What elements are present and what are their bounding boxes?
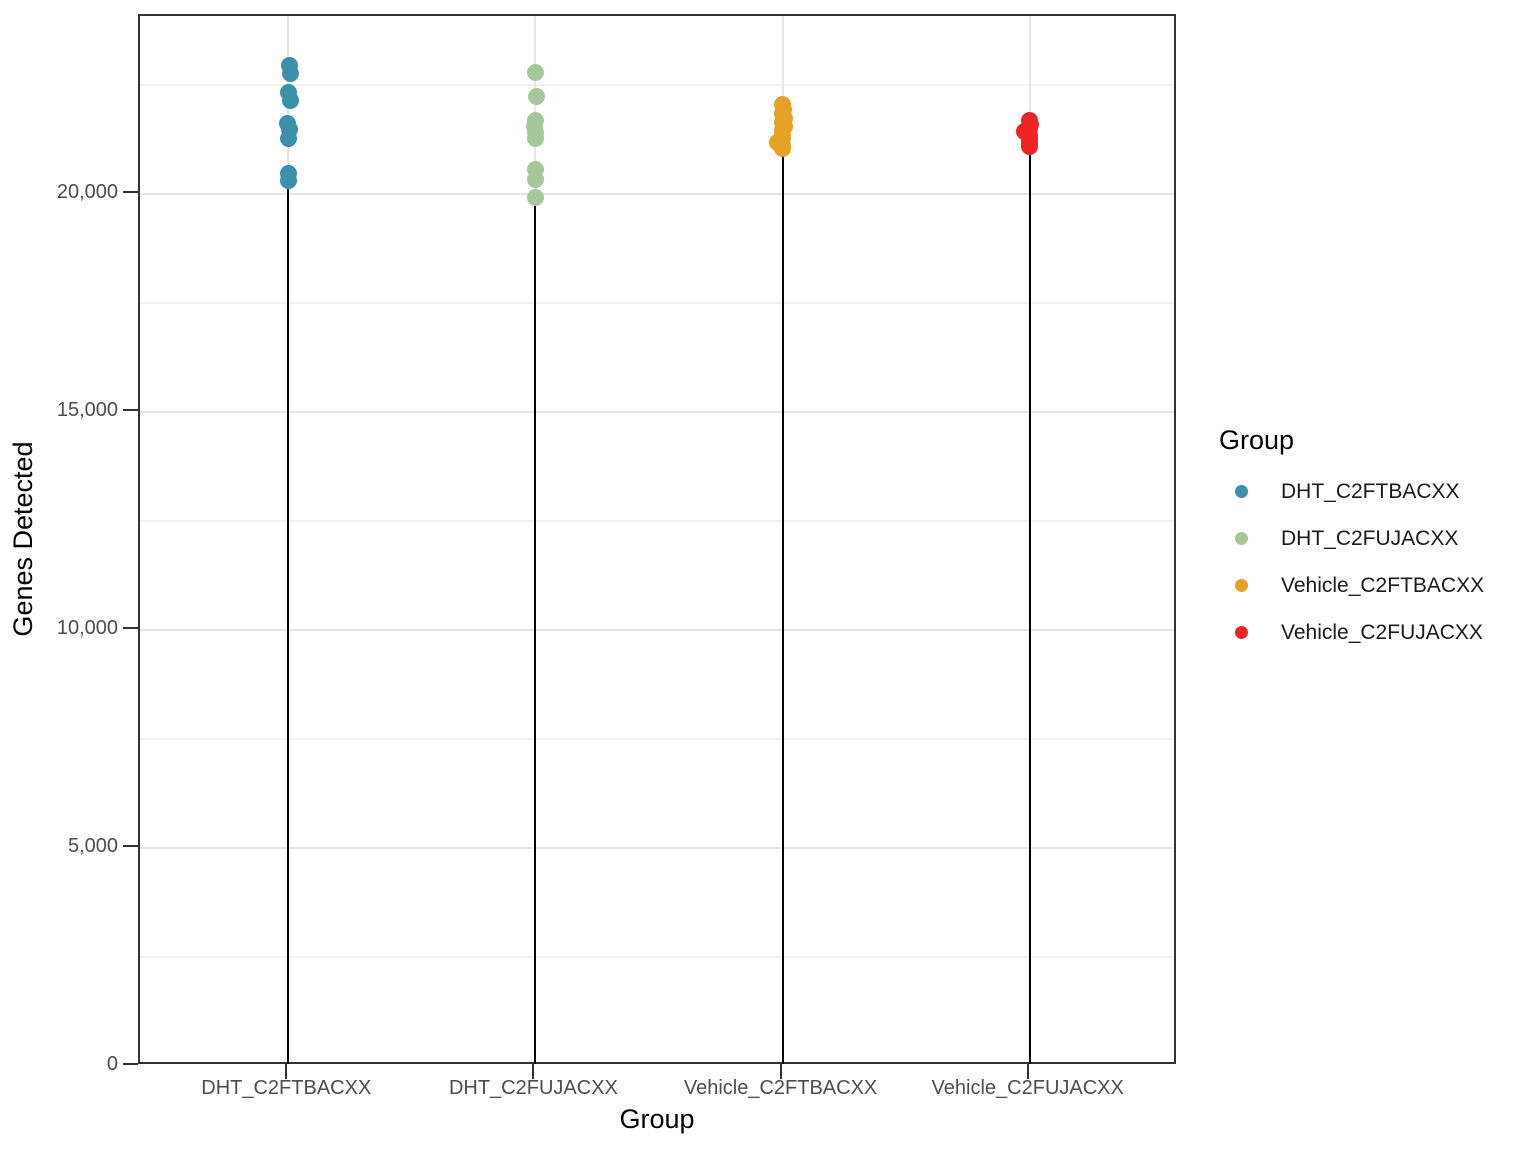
legend-color-dot (1235, 579, 1248, 592)
legend-item: Vehicle_C2FUJACXX (1219, 609, 1484, 656)
data-point-DHT_C2FUJACXX (526, 130, 544, 148)
legend-item: Vehicle_C2FTBACXX (1219, 562, 1484, 609)
gridline-minor-y (140, 519, 1174, 522)
legend-title: Group (1219, 425, 1295, 455)
legend-color-dot (1235, 485, 1248, 498)
legend-color-dot (1235, 532, 1248, 545)
legend-item-label: DHT_C2FUJACXX (1281, 526, 1459, 550)
y-axis-tick (123, 408, 138, 411)
x-axis-tick (1026, 1064, 1029, 1079)
data-point-DHT_C2FTBACXX (279, 172, 297, 190)
y-axis-tick (123, 626, 138, 629)
x-axis-tick (532, 1064, 535, 1079)
stem-DHT_C2FUJACXX (534, 197, 537, 1064)
data-point-DHT_C2FTBACXX (281, 65, 299, 83)
legend-color-dot (1235, 626, 1248, 639)
data-point-DHT_C2FUJACXX (526, 63, 544, 81)
y-tick-label: 20,000 (56, 180, 118, 203)
gridline-minor-y (140, 737, 1174, 740)
y-tick-label: 5,000 (67, 834, 118, 857)
x-tick-label: Vehicle_C2FUJACXX (931, 1077, 1124, 1099)
x-tick-label: DHT_C2FUJACXX (448, 1077, 618, 1099)
x-tick-label: Vehicle_C2FTBACXX (683, 1077, 878, 1099)
stem-DHT_C2FTBACXX (287, 180, 290, 1064)
legend-item-label: Vehicle_C2FUJACXX (1281, 620, 1483, 644)
y-axis-tick (123, 190, 138, 193)
legend-item: DHT_C2FTBACXX (1219, 468, 1484, 515)
gridline-major-y (140, 192, 1174, 195)
data-point-DHT_C2FTBACXX (279, 130, 297, 148)
y-axis-tick (123, 844, 138, 847)
x-axis-title: Group (619, 1104, 695, 1134)
legend-item-label: DHT_C2FTBACXX (1281, 479, 1460, 503)
gridline-major-y (140, 846, 1174, 849)
x-axis-tick (285, 1064, 288, 1079)
gridline-minor-y (140, 955, 1174, 958)
gridline-major-y (140, 410, 1174, 413)
stem-Vehicle_C2FTBACXX (781, 148, 784, 1064)
y-axis-title: Genes Detected (8, 441, 38, 637)
y-tick-label: 10,000 (56, 616, 118, 639)
y-tick-label: 15,000 (56, 398, 118, 421)
stem-Vehicle_C2FUJACXX (1028, 146, 1031, 1064)
legend-items: DHT_C2FTBACXX DHT_C2FUJACXX Vehicle_C2FTBA… (1219, 468, 1484, 656)
x-tick-label: DHT_C2FTBACXX (201, 1077, 372, 1099)
legend-item-label: Vehicle_C2FTBACXX (1281, 573, 1485, 597)
data-point-DHT_C2FUJACXX (526, 170, 544, 188)
gridline-minor-y (140, 83, 1174, 86)
gridline-major-y (140, 628, 1174, 631)
data-point-DHT_C2FUJACXX (526, 188, 544, 206)
gridline-minor-y (140, 301, 1174, 304)
y-axis-tick (123, 1063, 138, 1065)
legend-item: DHT_C2FUJACXX (1219, 515, 1484, 562)
plot-panel (138, 14, 1176, 1064)
data-point-Vehicle_C2FTBACXX (774, 140, 792, 158)
data-point-Vehicle_C2FUJACXX (1021, 137, 1039, 155)
legend: Group DHT_C2FTBACXX DHT_C2FUJACXX Vehicle_… (1219, 424, 1484, 656)
data-point-DHT_C2FUJACXX (527, 88, 545, 106)
x-axis-tick (779, 1064, 782, 1079)
y-tick-label: 0 (106, 1053, 118, 1075)
data-point-DHT_C2FTBACXX (281, 92, 299, 110)
